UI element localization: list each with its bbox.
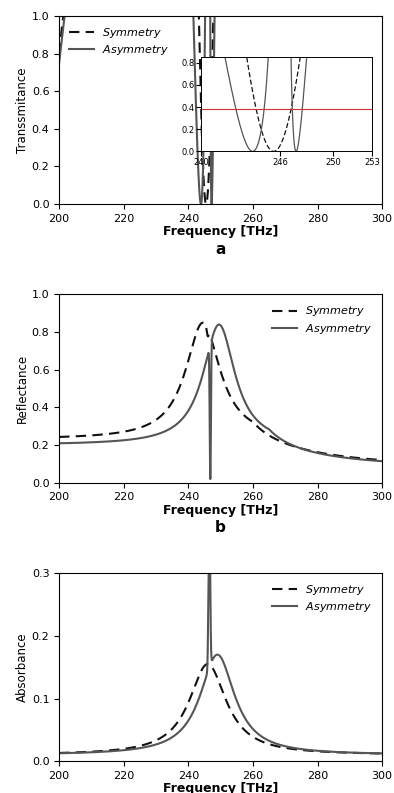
- Legend: $\mathit{Symmetry}$, $\mathit{Asymmetry}$: $\mathit{Symmetry}$, $\mathit{Asymmetry}…: [268, 579, 377, 619]
- X-axis label: Frequency [THz]: Frequency [THz]: [163, 783, 278, 793]
- Legend: $\mathit{Symmetry}$, $\mathit{Asymmetry}$: $\mathit{Symmetry}$, $\mathit{Asymmetry}…: [65, 21, 174, 62]
- Y-axis label: Absorbance: Absorbance: [16, 632, 29, 702]
- Text: a: a: [216, 242, 226, 257]
- Legend: $\mathit{Symmetry}$, $\mathit{Asymmetry}$: $\mathit{Symmetry}$, $\mathit{Asymmetry}…: [268, 300, 377, 340]
- X-axis label: Frequency [THz]: Frequency [THz]: [163, 504, 278, 517]
- Text: b: b: [215, 520, 226, 535]
- Y-axis label: Reflectance: Reflectance: [16, 354, 29, 423]
- X-axis label: Frequency [THz]: Frequency [THz]: [163, 225, 278, 238]
- Y-axis label: Transsmitance: Transsmitance: [16, 67, 29, 153]
